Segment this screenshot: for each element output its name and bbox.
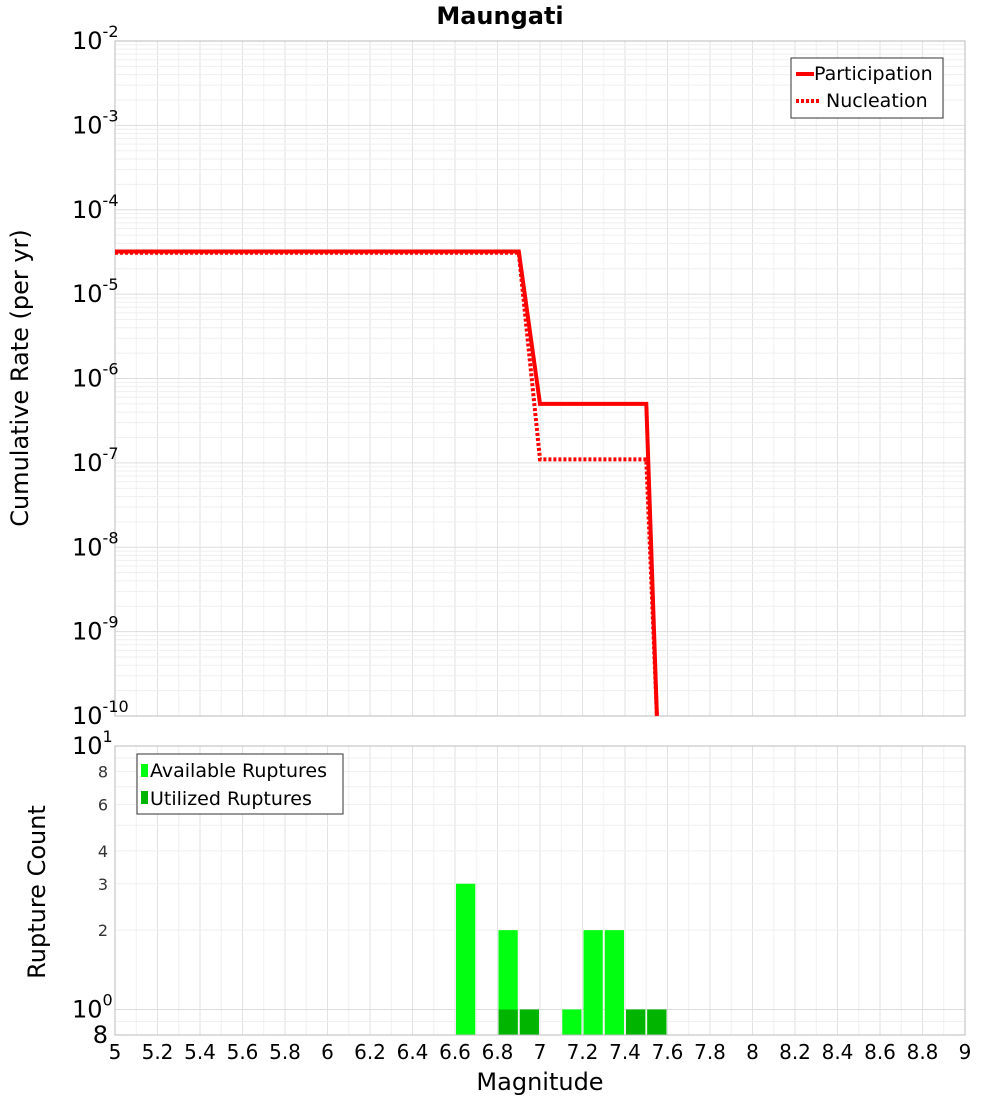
x-tick-label: 7.6 xyxy=(652,1040,684,1064)
x-tick-label: 9 xyxy=(959,1040,972,1064)
top-y-tick-label: 10-10 xyxy=(72,697,129,730)
bar-available-ruptures xyxy=(604,930,624,1035)
top-y-tick-label: 10-5 xyxy=(72,275,119,308)
x-tick-label: 8.8 xyxy=(907,1040,939,1064)
bottom-y-axis-ticks: 100 101 8 2 3 4 6 8 xyxy=(72,727,113,1049)
legend-nucleation-label: Nucleation xyxy=(826,90,928,112)
top-y-axis-label: Cumulative Rate (per yr) xyxy=(6,229,34,527)
x-tick-label: 7.2 xyxy=(567,1040,599,1064)
top-y-tick-label: 10-8 xyxy=(72,528,119,561)
x-tick-label: 5 xyxy=(109,1040,122,1064)
legend-available-swatch xyxy=(141,764,148,777)
series-participation-line xyxy=(115,249,659,717)
bar-utilized-ruptures xyxy=(626,1009,646,1035)
bottom-y-minor-tick-label: 3 xyxy=(98,875,108,894)
series-nucleation-line xyxy=(115,250,659,717)
bottom-y-tick-label: 100 xyxy=(72,990,113,1023)
x-tick-label: 8 xyxy=(746,1040,759,1064)
bar-utilized-ruptures xyxy=(498,1009,518,1035)
bottom-y-minor-tick-label: 6 xyxy=(98,795,108,814)
x-tick-label: 7 xyxy=(534,1040,547,1064)
bar-utilized-ruptures xyxy=(647,1009,667,1035)
top-y-tick-label: 10-3 xyxy=(72,106,119,139)
top-y-tick-label: 10-2 xyxy=(72,22,119,55)
top-y-tick-label: 10-6 xyxy=(72,360,119,393)
x-tick-label: 6.4 xyxy=(397,1040,429,1064)
top-plot-frame xyxy=(114,40,966,717)
top-y-axis-ticks: 10-10 10-9 10-8 10-7 10-6 10-5 10-4 10-3 10-2 xyxy=(72,22,129,730)
legend-utilized-label: Utilized Ruptures xyxy=(150,788,312,810)
bar-available-ruptures xyxy=(583,930,603,1035)
x-axis-ticks: 5 5.2 5.4 5.6 5.8 6 6.2 6.4 6.6 6.8 7 7.2 7.4 7.6 7.8 8… xyxy=(109,1040,972,1064)
bottom-y-tick-label: 101 xyxy=(72,727,113,760)
chart-title: Maungati xyxy=(436,2,563,30)
x-tick-label: 7.8 xyxy=(694,1040,726,1064)
x-axis-label: Magnitude xyxy=(476,1068,603,1096)
bottom-y-minor-tick-label: 8 xyxy=(93,1021,108,1049)
bottom-y-axis-label: Rupture Count xyxy=(23,805,51,979)
x-tick-label: 5.4 xyxy=(184,1040,216,1064)
x-tick-label: 6.8 xyxy=(482,1040,514,1064)
bar-utilized-ruptures xyxy=(519,1009,539,1035)
x-tick-label: 6 xyxy=(321,1040,334,1064)
bottom-y-minor-tick-label: 8 xyxy=(98,763,108,782)
x-tick-label: 5.2 xyxy=(142,1040,174,1064)
top-series-lines xyxy=(115,249,659,717)
bar-available-ruptures xyxy=(562,1009,582,1035)
bottom-y-minor-tick-label: 4 xyxy=(98,842,108,861)
bar-available-ruptures xyxy=(498,930,518,1035)
bottom-legend: Available Ruptures Utilized Ruptures xyxy=(136,753,344,815)
bottom-plot-frame xyxy=(114,745,966,1036)
bar-available-ruptures xyxy=(456,883,476,1035)
legend-utilized-swatch xyxy=(141,791,148,804)
x-tick-label: 8.4 xyxy=(822,1040,854,1064)
x-tick-label: 7.4 xyxy=(609,1040,641,1064)
legend-participation-label: Participation xyxy=(814,63,933,85)
x-tick-label: 6.6 xyxy=(439,1040,471,1064)
top-y-tick-label: 10-4 xyxy=(72,191,119,224)
legend-available-label: Available Ruptures xyxy=(150,760,327,782)
top-legend: Participation Nucleation xyxy=(790,57,944,119)
bottom-bars xyxy=(456,883,667,1035)
top-plot-grid xyxy=(114,41,966,717)
top-y-tick-label: 10-9 xyxy=(72,613,119,646)
bottom-y-minor-tick-label: 2 xyxy=(98,921,108,940)
x-tick-label: 5.8 xyxy=(269,1040,301,1064)
x-tick-label: 8.2 xyxy=(779,1040,811,1064)
x-tick-label: 6.2 xyxy=(354,1040,386,1064)
x-tick-label: 5.6 xyxy=(227,1040,259,1064)
top-y-tick-label: 10-7 xyxy=(72,444,119,477)
x-tick-label: 8.6 xyxy=(864,1040,896,1064)
